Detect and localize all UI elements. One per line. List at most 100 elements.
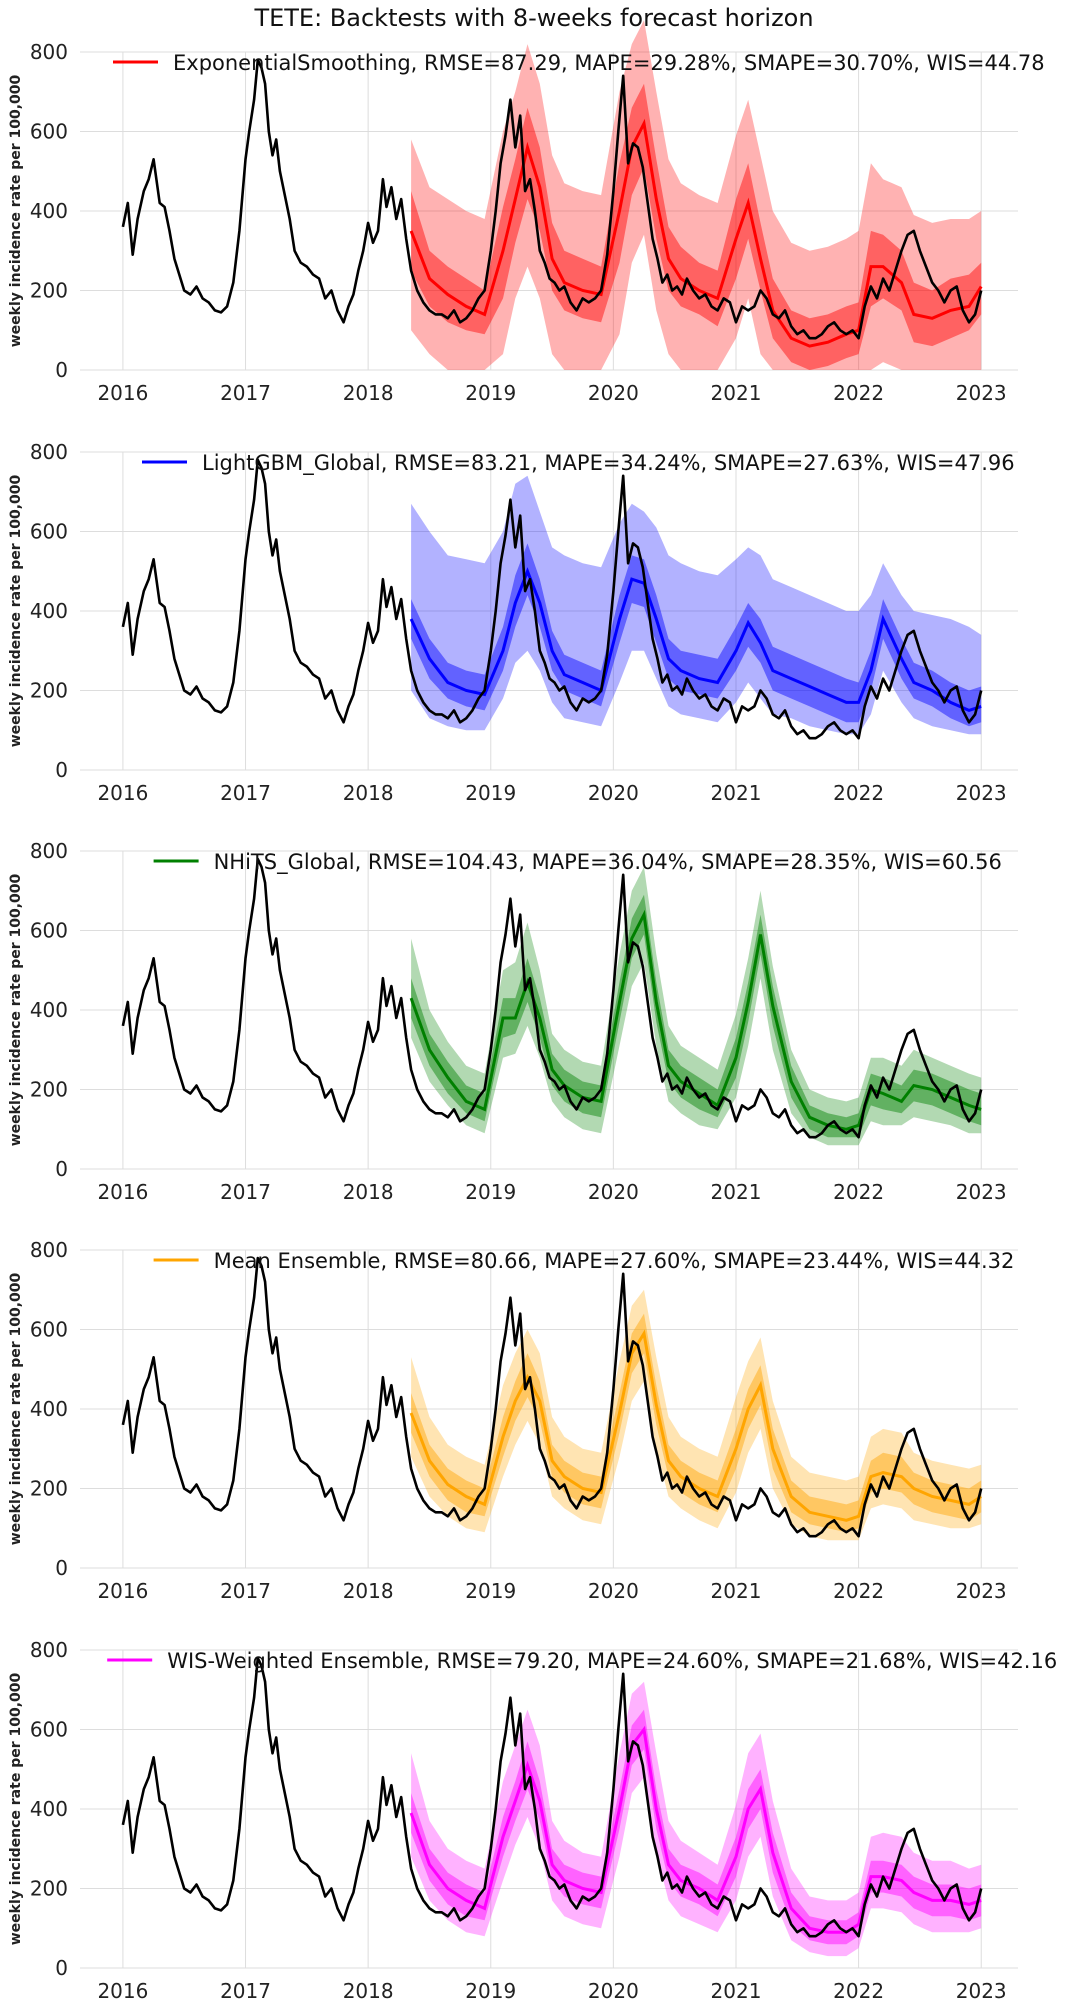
x-tick-label: 2020: [588, 1979, 639, 2003]
x-tick-label: 2019: [465, 1579, 516, 1603]
y-tick-label: 600: [30, 120, 68, 144]
forecast-outer-band: [411, 866, 982, 1146]
x-tick-label: 2021: [711, 1979, 762, 2003]
observed-line: [121, 458, 983, 740]
x-tick-label: 2021: [711, 781, 762, 805]
chart-panel-4: 0 200 400 600 800 2016 2017 2018 2019 2020 2021 202…: [8, 1238, 1018, 1603]
x-tick-label: 2017: [220, 1180, 271, 1204]
x-tick-label: 2022: [833, 781, 884, 805]
y-axis-label: weekly incidence rate per 100,000: [8, 873, 24, 1146]
y-tick-label: 0: [55, 358, 68, 382]
x-tick-label: 2020: [588, 781, 639, 805]
y-tick-label: 400: [30, 1797, 68, 1821]
y-tick-label: 200: [30, 1877, 68, 1901]
y-tick-label: 800: [30, 40, 68, 64]
x-tick-label: 2022: [833, 1979, 884, 2003]
x-tick-label: 2019: [465, 1979, 516, 2003]
x-tick-label: 2017: [220, 381, 271, 405]
forecast-inner-band: [411, 1709, 982, 1945]
x-tick-label: 2018: [343, 1579, 394, 1603]
x-tick-label: 2022: [833, 1180, 884, 1204]
forecast-median-line: [409, 567, 982, 713]
x-tick-label: 2023: [956, 1180, 1007, 1204]
x-tick-label: 2017: [220, 1979, 271, 2003]
x-tick-label: 2018: [343, 1979, 394, 2003]
forecast-inner-band: [411, 1313, 982, 1533]
y-axis-label: weekly incidence rate per 100,000: [8, 474, 24, 747]
legend: WIS-Weighted Ensemble, RMSE=79.20, MAPE=…: [107, 1649, 1057, 1673]
legend-label: Mean Ensemble, RMSE=80.66, MAPE=27.60%, …: [214, 1249, 1015, 1273]
forecast-inner-band: [411, 894, 982, 1138]
x-tick-label: 2017: [220, 781, 271, 805]
y-tick-label: 600: [30, 919, 68, 943]
observed-line: [121, 1256, 983, 1538]
y-tick-label: 800: [30, 1638, 68, 1662]
x-tick-label: 2023: [956, 781, 1007, 805]
y-tick-label: 200: [30, 1078, 68, 1102]
y-tick-label: 200: [30, 279, 68, 303]
x-tick-label: 2016: [97, 1579, 148, 1603]
x-tick-label: 2020: [588, 1579, 639, 1603]
x-tick-label: 2023: [956, 1579, 1007, 1603]
x-tick-label: 2021: [711, 1579, 762, 1603]
legend: NHiTS_Global, RMSE=104.43, MAPE=36.04%, …: [153, 850, 1002, 875]
observed-line: [121, 857, 983, 1139]
y-tick-label: 800: [30, 839, 68, 863]
x-tick-label: 2016: [97, 781, 148, 805]
y-tick-label: 400: [30, 199, 68, 223]
x-tick-label: 2021: [711, 381, 762, 405]
y-tick-label: 400: [30, 1397, 68, 1421]
forecast-median-line: [409, 909, 982, 1131]
x-tick-label: 2019: [465, 381, 516, 405]
x-tick-label: 2022: [833, 381, 884, 405]
y-tick-label: 200: [30, 679, 68, 703]
x-tick-label: 2018: [343, 1180, 394, 1204]
y-tick-label: 0: [55, 1956, 68, 1980]
observed-line: [121, 58, 983, 340]
chart-panel-2: 0 200 400 600 800 2016 2017 2018 2019 2020 2021 202…: [8, 440, 1018, 805]
y-axis-label: weekly incidence rate per 100,000: [8, 1672, 24, 1945]
y-tick-label: 600: [30, 1718, 68, 1742]
figure-title: TETE: Backtests with 8-weeks forecast ho…: [254, 4, 814, 32]
y-tick-label: 400: [30, 998, 68, 1022]
forecast-outer-band: [411, 1289, 982, 1541]
chart-panel-3: 0 200 400 600 800 2016 2017 2018 2019 2020 2021 202…: [8, 839, 1018, 1204]
x-tick-label: 2016: [97, 381, 148, 405]
x-tick-label: 2023: [956, 1979, 1007, 2003]
chart-panel-5: 0 200 400 600 800 2016 2017 2018 2019 2020 2021 202…: [8, 1638, 1057, 2003]
y-axis-label: weekly incidence rate per 100,000: [8, 74, 24, 347]
forecast-outer-band: [411, 1681, 982, 1957]
y-tick-label: 800: [30, 440, 68, 464]
x-tick-label: 2019: [465, 1180, 516, 1204]
y-axis-label: weekly incidence rate per 100,000: [8, 1272, 24, 1545]
x-tick-label: 2017: [220, 1579, 271, 1603]
y-tick-label: 0: [55, 1556, 68, 1580]
y-tick-label: 600: [30, 1318, 68, 1342]
x-tick-label: 2018: [343, 381, 394, 405]
forecast-inner-band: [411, 543, 982, 727]
observed-line: [121, 1656, 983, 1938]
x-tick-label: 2016: [97, 1180, 148, 1204]
legend: ExponentialSmoothing, RMSE=87.29, MAPE=2…: [113, 51, 1045, 75]
x-tick-label: 2023: [956, 381, 1007, 405]
y-tick-label: 200: [30, 1477, 68, 1501]
forecast-outer-band: [411, 475, 982, 735]
x-tick-label: 2020: [588, 381, 639, 405]
x-tick-label: 2022: [833, 1579, 884, 1603]
forecast-inner-band: [411, 83, 982, 371]
y-tick-label: 800: [30, 1238, 68, 1262]
legend-label: LightGBM_Global, RMSE=83.21, MAPE=34.24%…: [202, 451, 1015, 476]
y-tick-label: 400: [30, 599, 68, 623]
y-tick-label: 600: [30, 520, 68, 544]
legend-label: ExponentialSmoothing, RMSE=87.29, MAPE=2…: [173, 51, 1045, 75]
x-tick-label: 2019: [465, 781, 516, 805]
legend-label: NHiTS_Global, RMSE=104.43, MAPE=36.04%, …: [214, 850, 1002, 875]
legend: LightGBM_Global, RMSE=83.21, MAPE=34.24%…: [142, 451, 1015, 476]
x-tick-label: 2020: [588, 1180, 639, 1204]
y-tick-label: 0: [55, 1157, 68, 1181]
x-tick-label: 2018: [343, 781, 394, 805]
legend: Mean Ensemble, RMSE=80.66, MAPE=27.60%, …: [153, 1249, 1015, 1273]
legend-label: WIS-Weighted Ensemble, RMSE=79.20, MAPE=…: [167, 1649, 1057, 1673]
x-tick-label: 2021: [711, 1180, 762, 1204]
